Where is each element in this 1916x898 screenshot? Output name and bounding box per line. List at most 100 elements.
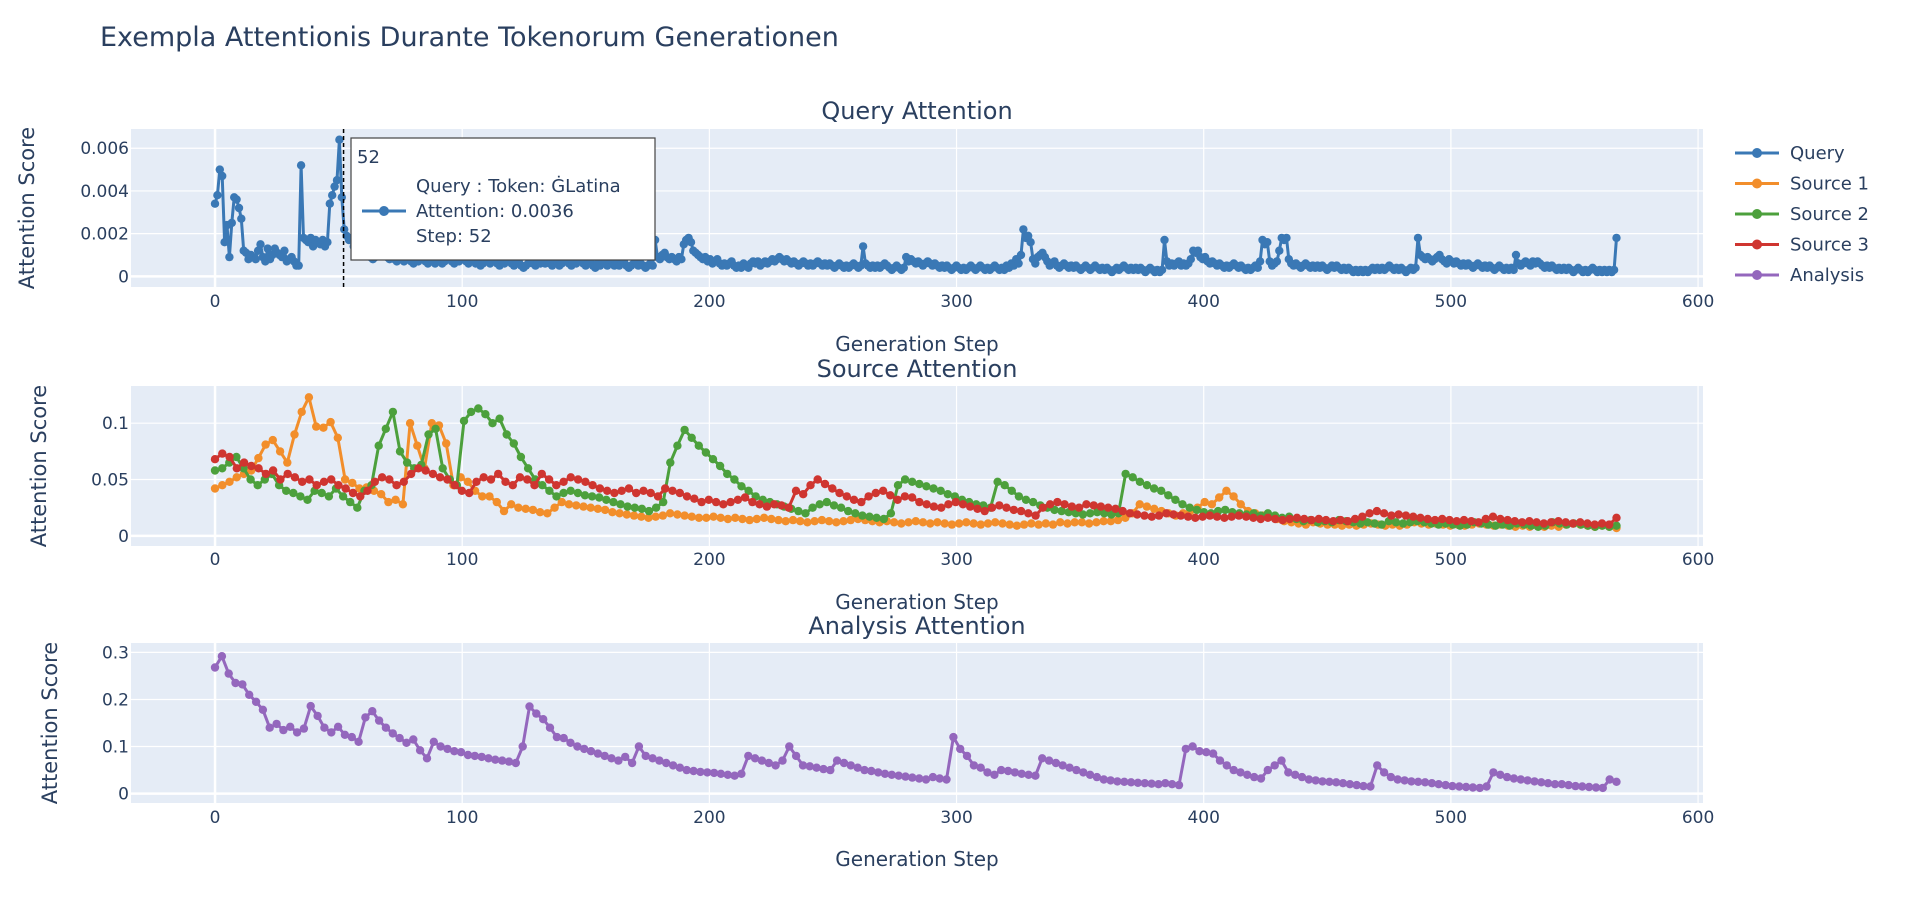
data-point[interactable] xyxy=(1161,779,1170,788)
data-point[interactable] xyxy=(488,419,497,428)
data-point[interactable] xyxy=(1082,500,1091,509)
data-point[interactable] xyxy=(409,735,418,744)
data-point[interactable] xyxy=(993,477,1002,486)
data-point[interactable] xyxy=(289,488,298,498)
data-point[interactable] xyxy=(803,518,812,527)
data-point[interactable] xyxy=(784,503,793,512)
data-point[interactable] xyxy=(737,769,746,778)
data-point[interactable] xyxy=(414,464,423,473)
data-point[interactable] xyxy=(348,478,357,488)
data-point[interactable] xyxy=(1243,770,1252,779)
data-point[interactable] xyxy=(1092,772,1102,782)
data-point[interactable] xyxy=(254,464,263,473)
data-point[interactable] xyxy=(552,481,561,490)
data-point[interactable] xyxy=(552,492,561,501)
data-point[interactable] xyxy=(1125,509,1135,518)
data-point[interactable] xyxy=(675,763,685,772)
data-point[interactable] xyxy=(997,765,1006,775)
data-point[interactable] xyxy=(791,486,801,495)
data-point[interactable] xyxy=(385,475,394,484)
data-point[interactable] xyxy=(347,732,356,742)
data-point[interactable] xyxy=(218,464,227,473)
data-point[interactable] xyxy=(1026,238,1035,247)
data-point[interactable] xyxy=(1597,519,1607,528)
data-point[interactable] xyxy=(508,481,517,490)
data-point[interactable] xyxy=(1142,481,1152,490)
data-point[interactable] xyxy=(893,495,902,504)
data-point[interactable] xyxy=(709,512,718,521)
data-point[interactable] xyxy=(1106,776,1115,785)
data-point[interactable] xyxy=(1019,520,1029,529)
data-point[interactable] xyxy=(1207,500,1217,509)
data-point[interactable] xyxy=(894,771,903,780)
data-point[interactable] xyxy=(340,475,350,484)
data-point[interactable] xyxy=(697,497,706,507)
data-point[interactable] xyxy=(1249,513,1258,522)
data-point[interactable] xyxy=(680,511,689,520)
data-point[interactable] xyxy=(1256,774,1266,783)
data-point[interactable] xyxy=(716,513,725,522)
data-point[interactable] xyxy=(911,517,920,526)
data-point[interactable] xyxy=(1263,238,1272,247)
data-point[interactable] xyxy=(886,491,895,500)
data-point[interactable] xyxy=(762,502,772,511)
data-point[interactable] xyxy=(492,497,501,507)
data-point[interactable] xyxy=(544,475,554,484)
data-point[interactable] xyxy=(511,758,520,768)
data-point[interactable] xyxy=(580,491,590,500)
data-point[interactable] xyxy=(857,497,866,507)
data-point[interactable] xyxy=(470,751,479,761)
data-point[interactable] xyxy=(1060,500,1069,509)
data-point[interactable] xyxy=(245,690,254,699)
data-point[interactable] xyxy=(507,500,516,509)
data-point[interactable] xyxy=(280,246,289,255)
data-point[interactable] xyxy=(666,458,675,467)
data-point[interactable] xyxy=(332,176,342,185)
data-point[interactable] xyxy=(788,515,798,525)
data-point[interactable] xyxy=(479,473,488,482)
data-point[interactable] xyxy=(298,477,307,486)
data-point[interactable] xyxy=(1167,780,1177,789)
data-point[interactable] xyxy=(689,766,698,776)
data-point[interactable] xyxy=(239,458,249,467)
data-point[interactable] xyxy=(658,511,668,520)
data-point[interactable] xyxy=(1359,781,1368,791)
data-point[interactable] xyxy=(1014,492,1024,501)
data-point[interactable] xyxy=(846,515,855,525)
data-point[interactable] xyxy=(361,713,370,722)
data-point[interactable] xyxy=(1516,775,1526,784)
data-point[interactable] xyxy=(317,488,326,498)
data-point[interactable] xyxy=(1056,518,1065,527)
data-point[interactable] xyxy=(1058,761,1067,770)
data-point[interactable] xyxy=(900,475,910,484)
data-point[interactable] xyxy=(637,512,646,521)
data-point[interactable] xyxy=(398,500,408,509)
data-point[interactable] xyxy=(1373,761,1382,770)
data-point[interactable] xyxy=(312,481,321,490)
data-point[interactable] xyxy=(1598,783,1608,793)
data-point[interactable] xyxy=(949,732,958,742)
data-point[interactable] xyxy=(980,506,989,516)
data-point[interactable] xyxy=(1496,770,1505,779)
data-point[interactable] xyxy=(1427,779,1437,788)
data-point[interactable] xyxy=(801,509,810,518)
data-point[interactable] xyxy=(1420,778,1430,787)
data-point[interactable] xyxy=(1358,512,1367,521)
data-point[interactable] xyxy=(1120,777,1129,786)
data-point[interactable] xyxy=(1191,513,1200,522)
data-point[interactable] xyxy=(1017,769,1026,778)
data-point[interactable] xyxy=(673,510,682,519)
data-point[interactable] xyxy=(929,502,939,511)
data-point[interactable] xyxy=(1045,500,1055,509)
data-point[interactable] xyxy=(438,464,447,473)
data-point[interactable] xyxy=(463,477,473,486)
data-point[interactable] xyxy=(1423,514,1432,524)
data-point[interactable] xyxy=(915,497,924,507)
data-point[interactable] xyxy=(218,481,227,490)
data-point[interactable] xyxy=(1332,778,1341,787)
data-point[interactable] xyxy=(388,407,398,417)
data-point[interactable] xyxy=(374,441,383,450)
data-point[interactable] xyxy=(1612,521,1621,530)
data-point[interactable] xyxy=(1612,233,1621,243)
data-point[interactable] xyxy=(1057,506,1066,516)
